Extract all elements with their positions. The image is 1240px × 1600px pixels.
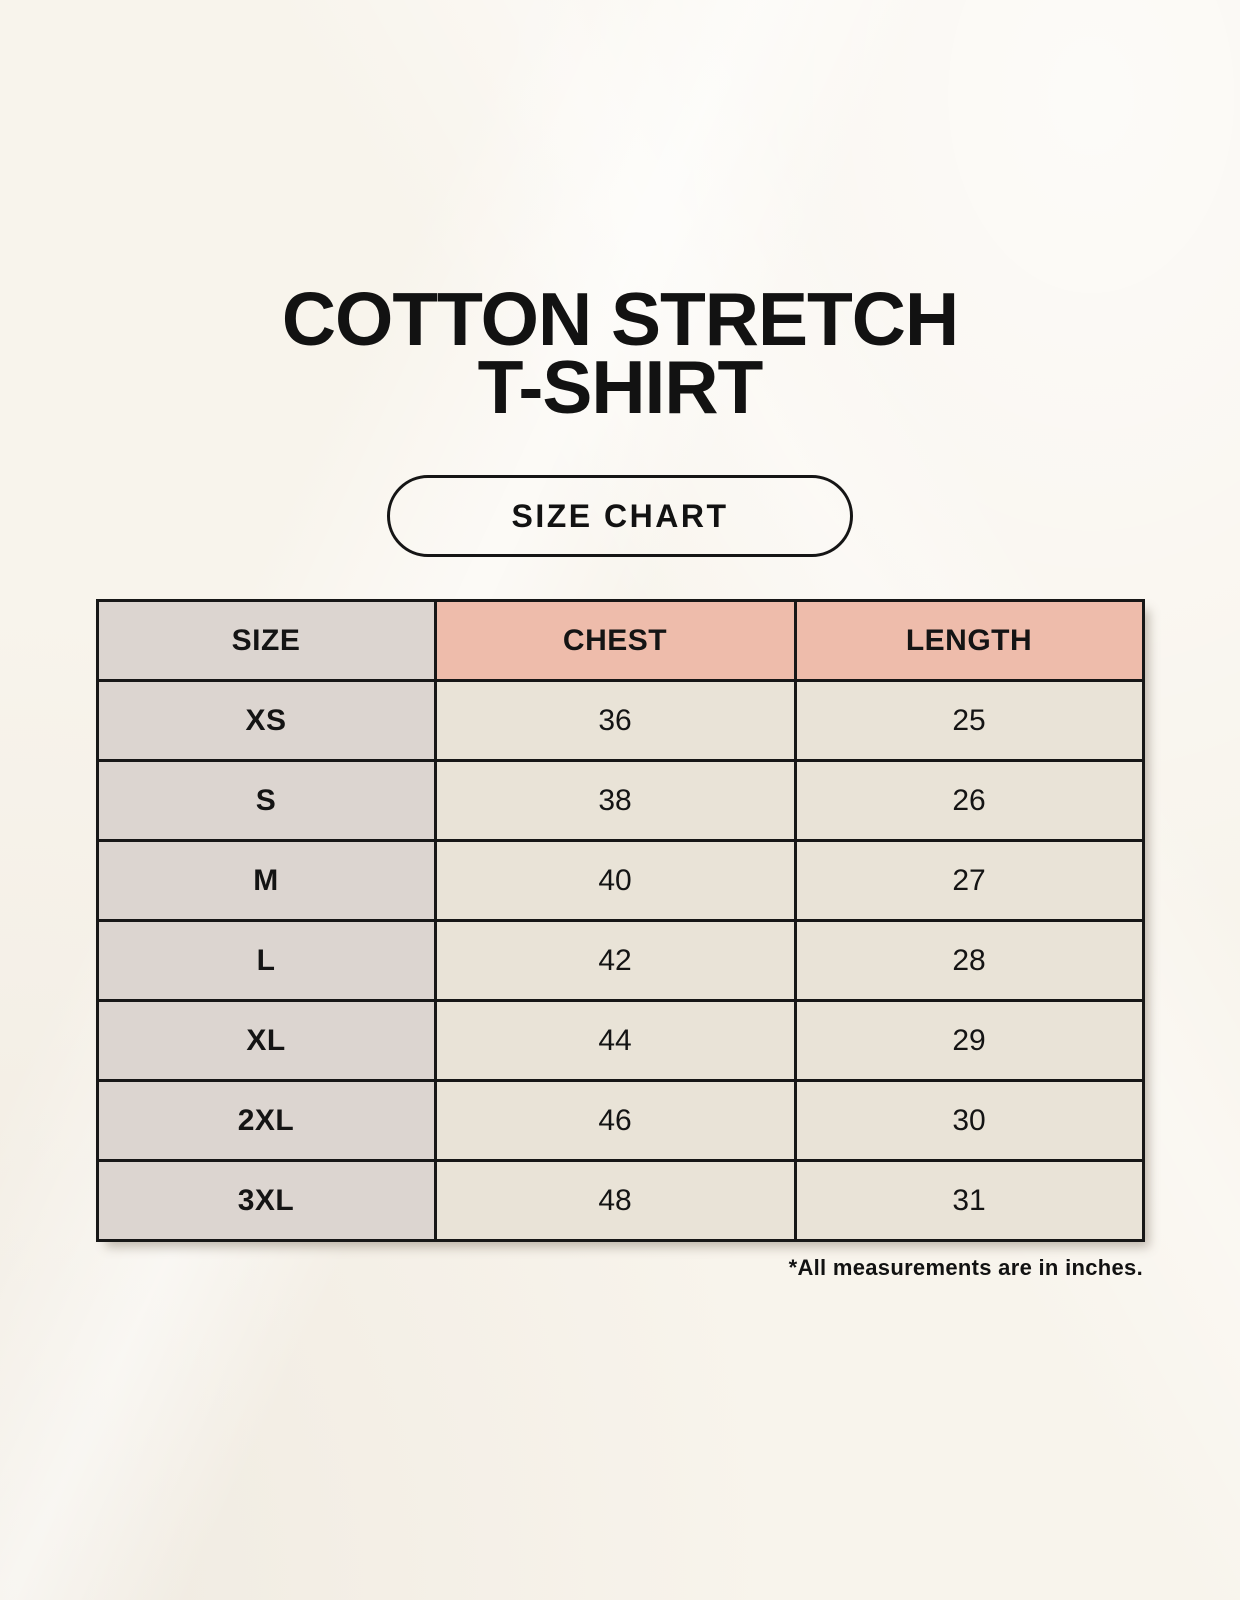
length-cell: 25 bbox=[793, 679, 1145, 762]
table-row: S 38 26 bbox=[95, 759, 1145, 842]
size-chart-badge-label: SIZE CHART bbox=[511, 497, 729, 534]
measurements-note: *All measurements are in inches. bbox=[788, 1255, 1143, 1280]
size-cell: 3XL bbox=[95, 1159, 437, 1242]
length-cell: 29 bbox=[793, 999, 1145, 1082]
column-header-length: LENGTH bbox=[793, 599, 1145, 682]
table-row: M 40 27 bbox=[95, 839, 1145, 922]
product-title-line2: T-SHIRT bbox=[477, 344, 764, 429]
size-table: SIZE CHEST LENGTH XS 36 25 S 38 26 bbox=[95, 599, 1145, 1242]
chest-cell: 38 bbox=[433, 759, 797, 842]
chest-cell: 46 bbox=[433, 1079, 797, 1162]
table-row: 3XL 48 31 bbox=[95, 1159, 1145, 1242]
size-cell: S bbox=[95, 759, 437, 842]
table-row: XL 44 29 bbox=[95, 999, 1145, 1082]
size-cell: 2XL bbox=[95, 1079, 437, 1162]
header-row: SIZE CHEST LENGTH bbox=[95, 599, 1145, 682]
product-title-line1: COTTON STRETCH bbox=[281, 277, 959, 361]
chest-cell: 44 bbox=[433, 999, 797, 1082]
length-cell: 26 bbox=[793, 759, 1145, 842]
chest-cell: 40 bbox=[433, 839, 797, 922]
length-cell: 30 bbox=[793, 1079, 1145, 1162]
size-cell: XS bbox=[95, 679, 437, 762]
size-chart-badge: SIZE CHART bbox=[387, 475, 853, 557]
size-cell: M bbox=[95, 839, 437, 922]
chest-cell: 42 bbox=[433, 919, 797, 1002]
size-cell: L bbox=[95, 919, 437, 1002]
table-row: 2XL 46 30 bbox=[95, 1079, 1145, 1162]
size-table-body: XS 36 25 S 38 26 M 40 27 L bbox=[95, 679, 1145, 1242]
size-cell: XL bbox=[95, 999, 437, 1082]
table-row: XS 36 25 bbox=[95, 679, 1145, 762]
table-row: L 42 28 bbox=[95, 919, 1145, 1002]
length-cell: 27 bbox=[793, 839, 1145, 922]
length-cell: 31 bbox=[793, 1159, 1145, 1242]
product-title: COTTON STRETCH T-SHIRT bbox=[0, 0, 1240, 429]
chest-cell: 48 bbox=[433, 1159, 797, 1242]
chest-cell: 36 bbox=[433, 679, 797, 762]
size-table-header: SIZE CHEST LENGTH bbox=[95, 599, 1145, 682]
column-header-size: SIZE bbox=[95, 599, 437, 682]
column-header-chest: CHEST bbox=[433, 599, 797, 682]
length-cell: 28 bbox=[793, 919, 1145, 1002]
